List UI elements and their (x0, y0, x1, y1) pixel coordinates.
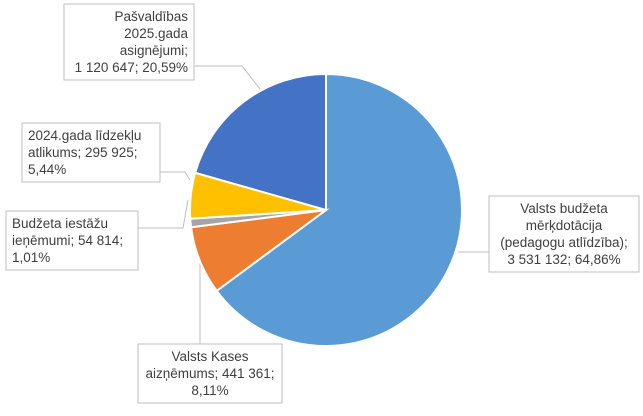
data-label-line: atlikums; 295 925; (28, 145, 138, 160)
data-label-line: 2024.gada līdzekļu (28, 128, 141, 143)
pie-slice-5 (193, 72, 327, 212)
data-label-line: 5,44% (28, 162, 66, 177)
data-label-line: 3 531 132; 64,86% (507, 252, 620, 267)
data-label-line: Valsts Kases (171, 349, 248, 364)
data-label-1: Valsts budžeta mērķdotācija (pedagogu atlī… (500, 201, 628, 267)
leader-line-3 (138, 199, 189, 229)
data-label-box-3 (5, 210, 139, 271)
data-label-line: Budžeta iestāžu (12, 216, 108, 231)
leader-line-4 (160, 171, 191, 181)
data-label-5: Pašvaldības 2025.gada asignējumi; 1 120 647… (75, 9, 189, 75)
data-label-3: Budžeta iestāžu ieņēmumi; 54 814; 1,01% (12, 216, 123, 265)
data-label-line: aizņēmums; 441 361; (145, 366, 274, 381)
leader-line-5 (195, 65, 261, 90)
data-label-line: asignējumi; (120, 43, 188, 58)
data-label-line: (pedagogu atlīdzība); (500, 235, 628, 250)
data-label-line: ieņēmumi; 54 814; (12, 233, 123, 248)
data-label-line: mērķdotācija (526, 218, 603, 233)
data-label-line: 1 120 647; 20,59% (75, 60, 188, 75)
data-labels: Valsts budžeta mērķdotācija (pedagogu atlī… (5, 3, 640, 404)
data-label-line: Pašvaldības (114, 9, 188, 24)
data-label-box-1 (488, 195, 640, 273)
data-label-box-4 (21, 122, 161, 183)
pie-slice-1 (215, 72, 463, 347)
data-label-4: 2024.gada līdzekļu atlikums; 295 925; 5,44… (28, 128, 141, 177)
data-label-line: 1,01% (12, 250, 50, 265)
data-label-line: Valsts budžeta (520, 201, 608, 216)
data-label-box-5 (63, 3, 195, 81)
data-label-box-2 (137, 343, 283, 404)
data-label-line: 8,11% (191, 383, 228, 398)
data-label-line: 2025.gada (124, 26, 188, 41)
data-label-2: Valsts Kases aizņēmums; 441 361; 8,11% (145, 349, 274, 398)
pie-slices (189, 72, 463, 347)
